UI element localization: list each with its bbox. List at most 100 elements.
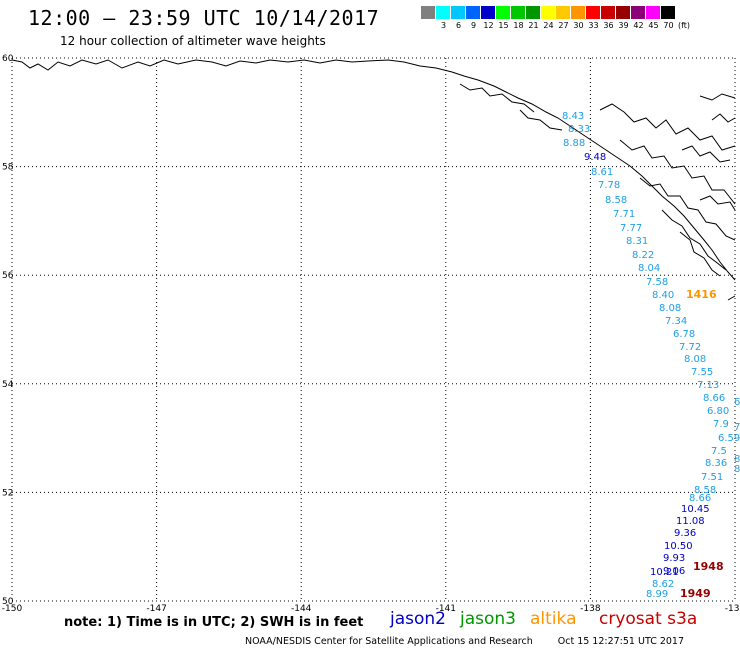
- wave-height-label: 8.33: [568, 124, 590, 135]
- footer-timestamp: Oct 15 12:27:51 UTC 2017: [557, 636, 685, 647]
- color-scale-legend: 3 6 9 12 15 18 21 24 27 30 33 36 39 42 45 70 (ft): [421, 6, 690, 30]
- scale-label: 33: [588, 21, 599, 30]
- wave-height-label: 8.61: [591, 167, 613, 178]
- lon-tick-label: -138: [580, 604, 601, 614]
- satellite-jason2: jason2: [390, 609, 446, 629]
- lat-tick-label: 52: [2, 488, 13, 498]
- coastline-path: [711, 113, 736, 123]
- wave-height-label: 8.99: [646, 589, 668, 600]
- wave-height-label: 9.93: [663, 553, 685, 564]
- wave-height-label: 8.66: [703, 393, 725, 404]
- color-scale-labels: 3 6 9 12 15 18 21 24 27 30 33 36 39 42 45 70 (ft): [421, 21, 690, 30]
- wave-height-label: 11.08: [676, 516, 705, 527]
- scale-swatch: [601, 6, 616, 19]
- color-scale-swatches: [421, 6, 690, 19]
- scale-swatch: [511, 6, 526, 19]
- coastline-path: [519, 109, 563, 131]
- scale-label: 6: [455, 21, 462, 30]
- wave-height-label: 8.66: [689, 493, 711, 504]
- wave-height-label: 7.58: [646, 277, 668, 288]
- wave-height-label: 7.13: [697, 380, 719, 391]
- lat-tick-label: 58: [2, 163, 14, 173]
- coastline-path: [699, 195, 736, 211]
- wave-height-label: 7.77: [620, 223, 642, 234]
- scale-swatch: [466, 6, 481, 19]
- footer-credit: NOAA/NESDIS Center for Satellite Applica…: [245, 636, 533, 647]
- scale-label: 39: [618, 21, 629, 30]
- pass-time-label: 1416: [686, 288, 717, 301]
- wave-height-labels: 8.43 8.33 8.88 9.48 8.61 7.78 8.58 7.71 7.77 8.31…: [562, 111, 740, 600]
- lat-lon-grid: [11, 57, 736, 602]
- wave-height-label: 8.08: [684, 354, 706, 365]
- scale-label: 24: [543, 21, 554, 30]
- page-title: 12:00 – 23:59 UTC 10/14/2017: [28, 6, 380, 30]
- lon-tick-label: -147: [146, 604, 166, 614]
- wave-height-label: 8.40: [652, 290, 674, 301]
- wave-height-label: 7.72: [679, 342, 701, 353]
- coastline-path: [599, 103, 736, 151]
- scale-swatch: [421, 6, 436, 19]
- coastline-path: [661, 209, 727, 271]
- scale-swatch: [646, 6, 661, 19]
- note-text: note: 1) Time is in UTC; 2) SWH is in fe…: [64, 615, 364, 630]
- wave-height-label: 8.43: [562, 111, 584, 122]
- wave-height-label: 8.04: [638, 263, 660, 274]
- coastline-path: [699, 93, 736, 101]
- satellite-altika: altika: [530, 609, 577, 629]
- wave-height-label: 7.55: [691, 367, 713, 378]
- wave-height-label: 9.48: [584, 152, 606, 163]
- scale-swatch: [571, 6, 586, 19]
- scale-label: 18: [513, 21, 524, 30]
- coastline-path: [639, 177, 736, 241]
- pass-time-label: 1948: [693, 560, 724, 573]
- coastline-path: [681, 145, 731, 163]
- wave-height-label: 8.88: [563, 138, 585, 149]
- pass-time-label: 1949: [680, 587, 711, 600]
- wave-height-label: 8: [734, 454, 740, 465]
- lon-tick-label: -144: [291, 604, 312, 614]
- wave-height-label: 6.78: [673, 329, 695, 340]
- lon-tick-label: -135: [725, 604, 740, 614]
- satellite-cryosat: cryosat s3a: [599, 609, 698, 629]
- scale-swatch: [541, 6, 556, 19]
- wave-height-label: 7: [734, 422, 740, 433]
- scale-label: 12: [483, 21, 494, 30]
- scale-label: 27: [558, 21, 569, 30]
- wave-height-label: 7.78: [598, 180, 620, 191]
- scale-unit: (ft): [678, 21, 691, 30]
- coastline-path: [459, 83, 535, 113]
- scale-swatch: [586, 6, 601, 19]
- coastline-path: [11, 59, 736, 281]
- scale-label: 36: [603, 21, 614, 30]
- scale-swatch: [496, 6, 511, 19]
- lat-tick-label: 54: [2, 380, 14, 390]
- scale-swatch: [556, 6, 571, 19]
- footer: NOAA/NESDIS Center for Satellite Applica…: [245, 636, 684, 647]
- scale-label: 21: [528, 21, 539, 30]
- scale-swatch: [526, 6, 541, 19]
- wave-height-label: 10.50: [664, 541, 693, 552]
- wave-height-label: 8.36: [705, 458, 727, 469]
- scale-label: 9: [470, 21, 477, 30]
- wave-height-label: 8: [734, 464, 740, 475]
- pass-time-labels: 1416 1948 1949: [680, 288, 724, 600]
- lon-tick-label: -141: [436, 604, 456, 614]
- coastline: [11, 59, 736, 301]
- coastline-path: [619, 139, 736, 205]
- lat-tick-label: 50: [2, 597, 14, 607]
- wave-height-label: 8.31: [626, 236, 648, 247]
- scale-swatch: [481, 6, 496, 19]
- wave-height-label: 7.5: [711, 446, 727, 457]
- page-subtitle: 12 hour collection of altimeter wave hei…: [60, 34, 326, 48]
- axis-tick-labels: -150 -147 -144 -141 -138 -135 60 58 56 54 52 50: [2, 54, 740, 614]
- scale-label: 42: [633, 21, 644, 30]
- wave-height-label: 9.06: [663, 566, 685, 577]
- scale-swatch: [451, 6, 466, 19]
- scale-label: 3: [440, 21, 447, 30]
- wave-height-label: 7.9: [713, 419, 729, 430]
- wave-height-label: 7.51: [701, 472, 723, 483]
- scale-label: 70: [663, 21, 674, 30]
- scale-swatch: [661, 6, 676, 19]
- wave-height-label: 7.34: [665, 316, 687, 327]
